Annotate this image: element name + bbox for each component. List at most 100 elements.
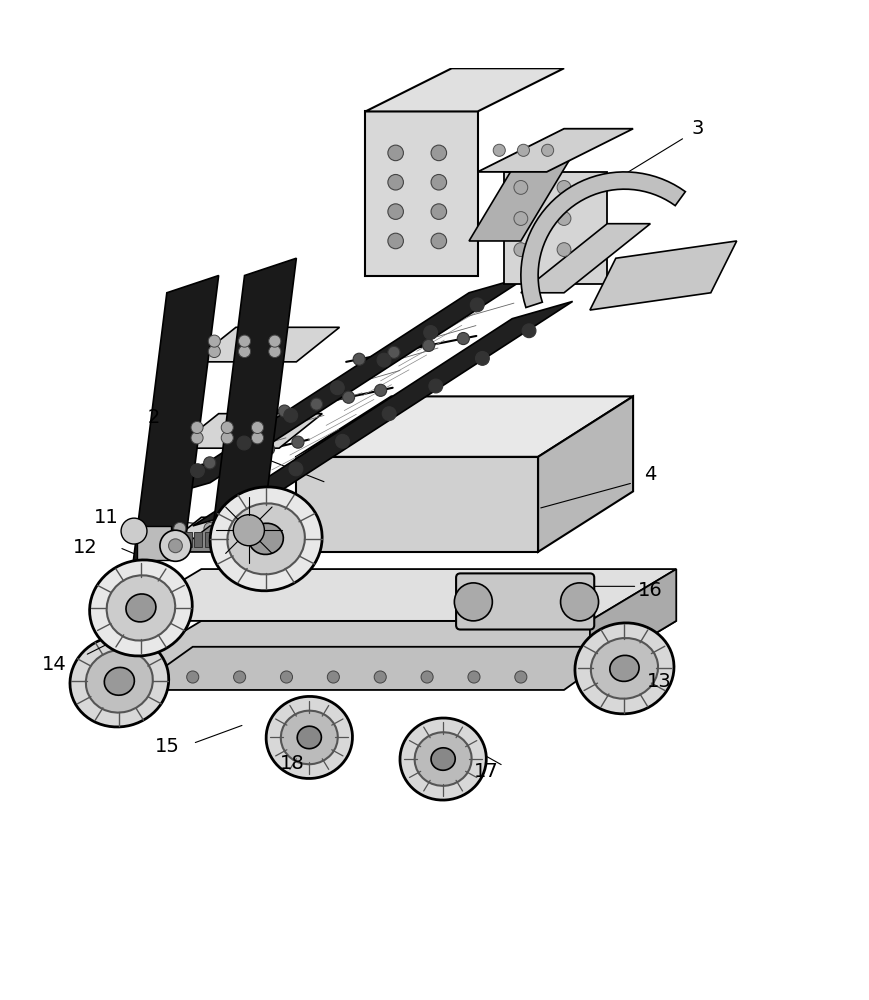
- Polygon shape: [590, 241, 737, 310]
- Circle shape: [468, 671, 480, 683]
- Ellipse shape: [400, 718, 487, 800]
- Circle shape: [278, 405, 290, 417]
- Circle shape: [514, 243, 527, 257]
- Circle shape: [375, 384, 387, 396]
- Circle shape: [222, 421, 233, 434]
- Polygon shape: [158, 517, 305, 552]
- Ellipse shape: [249, 523, 283, 554]
- Circle shape: [203, 457, 216, 469]
- Circle shape: [454, 583, 493, 621]
- Circle shape: [204, 522, 216, 535]
- Circle shape: [292, 436, 304, 448]
- Polygon shape: [176, 526, 262, 552]
- Ellipse shape: [431, 748, 455, 770]
- Circle shape: [342, 391, 355, 403]
- Circle shape: [215, 496, 283, 565]
- Circle shape: [557, 243, 571, 257]
- Text: 15: 15: [155, 737, 179, 756]
- Text: 11: 11: [94, 508, 119, 527]
- Circle shape: [234, 671, 246, 683]
- Polygon shape: [136, 526, 171, 560]
- FancyBboxPatch shape: [456, 573, 594, 630]
- Circle shape: [233, 515, 264, 546]
- Circle shape: [388, 145, 403, 161]
- Circle shape: [262, 443, 275, 455]
- Circle shape: [424, 326, 437, 339]
- Circle shape: [517, 144, 529, 156]
- Polygon shape: [521, 224, 650, 293]
- Circle shape: [169, 539, 182, 553]
- Polygon shape: [115, 621, 676, 673]
- Circle shape: [431, 174, 447, 190]
- Circle shape: [191, 421, 203, 434]
- Circle shape: [269, 345, 281, 358]
- Ellipse shape: [107, 575, 176, 641]
- Circle shape: [514, 671, 527, 683]
- Circle shape: [284, 408, 298, 422]
- Bar: [205, 532, 213, 547]
- Circle shape: [431, 204, 447, 219]
- Polygon shape: [132, 276, 219, 569]
- Polygon shape: [149, 276, 529, 500]
- Circle shape: [310, 398, 322, 410]
- Circle shape: [422, 339, 434, 351]
- Polygon shape: [469, 155, 573, 241]
- Polygon shape: [176, 414, 322, 448]
- Polygon shape: [366, 111, 478, 276]
- Circle shape: [251, 421, 263, 434]
- Circle shape: [222, 432, 233, 444]
- Bar: [235, 532, 243, 547]
- Circle shape: [522, 324, 536, 338]
- Ellipse shape: [210, 487, 322, 591]
- Polygon shape: [590, 569, 676, 673]
- Circle shape: [494, 144, 505, 156]
- Ellipse shape: [266, 696, 353, 778]
- Ellipse shape: [86, 650, 153, 713]
- Text: 2: 2: [148, 408, 160, 427]
- Circle shape: [557, 181, 571, 194]
- Circle shape: [269, 335, 281, 347]
- Circle shape: [375, 671, 386, 683]
- Circle shape: [242, 490, 256, 503]
- Ellipse shape: [281, 711, 338, 764]
- Circle shape: [514, 212, 527, 225]
- Ellipse shape: [70, 636, 169, 727]
- Ellipse shape: [90, 560, 192, 656]
- Circle shape: [388, 233, 403, 249]
- Ellipse shape: [126, 594, 156, 622]
- Polygon shape: [538, 396, 634, 552]
- Bar: [195, 532, 202, 547]
- Circle shape: [431, 145, 447, 161]
- Text: 4: 4: [644, 465, 657, 484]
- Text: 13: 13: [647, 672, 672, 691]
- Circle shape: [121, 518, 147, 544]
- Circle shape: [470, 298, 484, 312]
- Circle shape: [541, 144, 554, 156]
- Circle shape: [388, 204, 403, 219]
- Bar: [216, 532, 223, 547]
- Circle shape: [238, 345, 250, 358]
- Circle shape: [353, 353, 365, 365]
- Circle shape: [209, 335, 221, 347]
- Circle shape: [382, 407, 396, 421]
- Circle shape: [174, 533, 186, 545]
- Ellipse shape: [228, 503, 305, 574]
- Text: 16: 16: [638, 581, 663, 600]
- Bar: [184, 532, 192, 547]
- Circle shape: [457, 332, 469, 345]
- Circle shape: [281, 671, 293, 683]
- Polygon shape: [503, 172, 607, 284]
- Ellipse shape: [575, 623, 674, 714]
- Circle shape: [561, 583, 599, 621]
- Polygon shape: [521, 172, 686, 308]
- Polygon shape: [210, 258, 296, 552]
- Circle shape: [335, 434, 349, 448]
- Circle shape: [234, 533, 246, 545]
- Circle shape: [237, 436, 251, 450]
- Circle shape: [388, 174, 403, 190]
- Circle shape: [233, 450, 245, 462]
- Polygon shape: [366, 68, 564, 111]
- Circle shape: [187, 671, 199, 683]
- Circle shape: [238, 335, 250, 347]
- Circle shape: [557, 212, 571, 225]
